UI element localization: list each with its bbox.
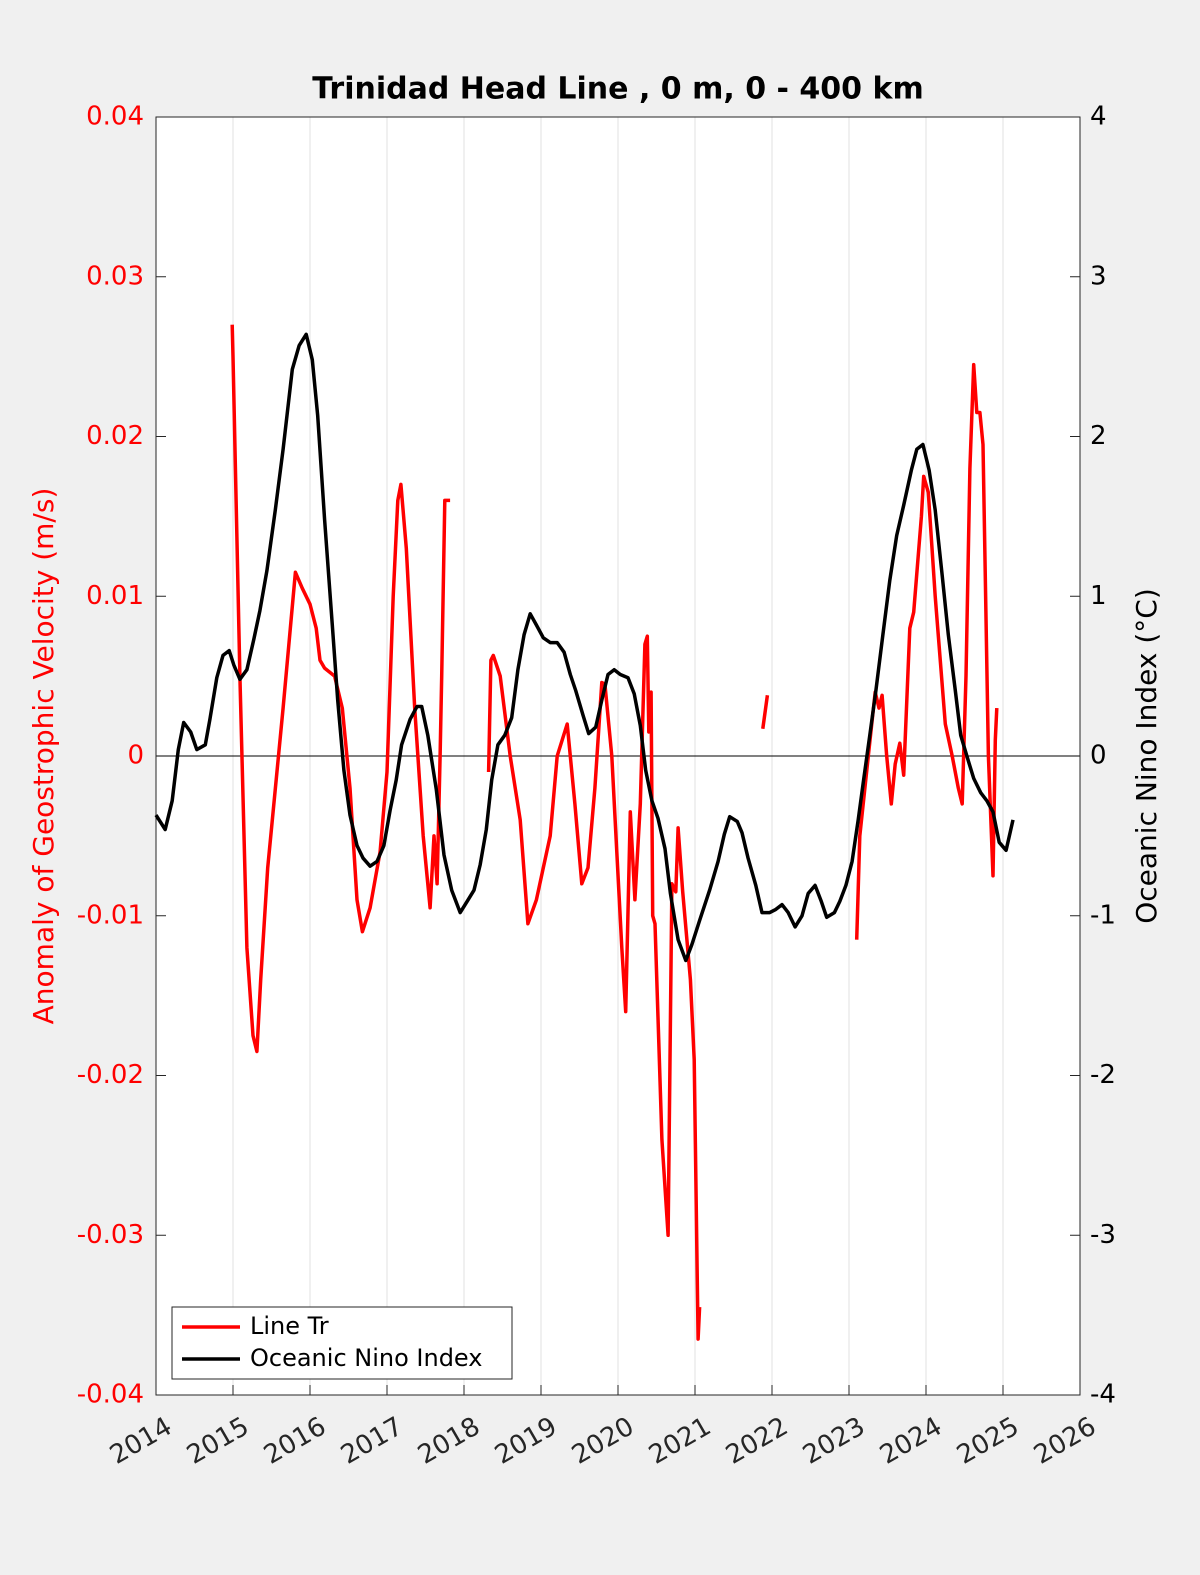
y2-tick-label: 3 (1090, 261, 1107, 291)
y-tick-label: 0.02 (86, 421, 144, 451)
legend-label: Line Tr (250, 1312, 329, 1340)
x-tick-label: 2020 (567, 1412, 639, 1471)
y-tick-label: -0.02 (77, 1060, 144, 1090)
y2-axis-label: Oceanic Nino Index (°C) (1130, 588, 1163, 924)
y-tick-label: 0.04 (86, 102, 144, 132)
legend-box (171, 1306, 513, 1380)
x-tick-label: 2023 (798, 1412, 870, 1471)
x-tick-label: 2026 (1029, 1412, 1101, 1471)
y-tick-label: -0.01 (77, 900, 144, 930)
x-tick-label: 2019 (490, 1412, 562, 1471)
series-line (230, 324, 999, 1341)
x-tick-label: 2024 (875, 1412, 947, 1471)
x-tick-label: 2016 (259, 1412, 331, 1471)
axes-box (155, 116, 1081, 1396)
y2-tick-label: 2 (1090, 421, 1107, 451)
y-tick-label: -0.03 (77, 1220, 144, 1250)
x-tick-label: 2014 (105, 1412, 177, 1471)
x-tick-label: 2025 (952, 1412, 1024, 1471)
y2-tick-label: -4 (1090, 1380, 1116, 1410)
y-axis-label: Anomaly of Geostrophic Velocity (m/s) (27, 488, 60, 1025)
y-tick-label: 0.01 (86, 581, 144, 611)
series-line (154, 332, 1015, 963)
y-tick-label: 0 (127, 741, 144, 771)
y-tick-label: 0.03 (86, 261, 144, 291)
y-tick-label: -0.04 (77, 1380, 144, 1410)
y2-tick-label: 1 (1090, 581, 1107, 611)
x-tick-label: 2022 (721, 1412, 793, 1471)
chart-title: Trinidad Head Line , 0 m, 0 - 400 km (312, 72, 923, 107)
y2-tick-label: 0 (1090, 741, 1107, 771)
x-tick-label: 2021 (644, 1412, 716, 1471)
y2-tick-label: 4 (1090, 102, 1107, 132)
legend-label: Oceanic Nino Index (250, 1344, 482, 1372)
y2-tick-label: -2 (1090, 1060, 1116, 1090)
x-tick-label: 2018 (413, 1412, 485, 1471)
y2-tick-label: -1 (1090, 900, 1116, 930)
x-tick-label: 2017 (336, 1412, 408, 1471)
x-tick-label: 2015 (182, 1412, 254, 1471)
y2-tick-label: -3 (1090, 1220, 1116, 1250)
